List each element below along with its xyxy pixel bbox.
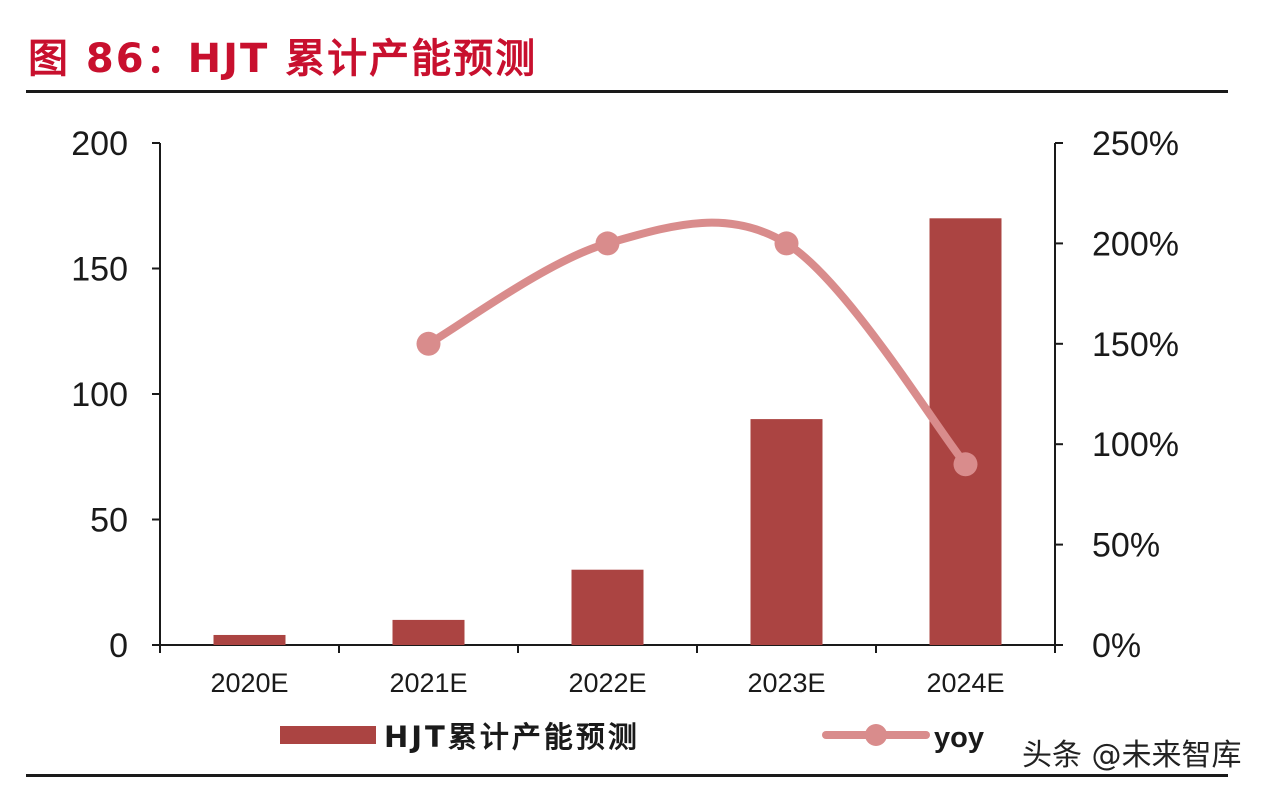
- yoy-marker: [416, 331, 441, 356]
- x-tick-label: 2021E: [389, 668, 467, 698]
- right-y-tick-label: 250%: [1092, 125, 1179, 163]
- legend-bar-swatch: [280, 726, 376, 744]
- yoy-marker: [774, 231, 799, 256]
- left-y-tick-label: 100: [71, 376, 128, 414]
- watermark: 头条 @未来智库: [1022, 738, 1242, 773]
- bars-layer: [213, 218, 1002, 646]
- left-y-tick-label: 150: [71, 251, 128, 289]
- yoy-marker: [953, 452, 978, 477]
- x-tick-label: 2023E: [747, 668, 825, 698]
- bar: [571, 569, 644, 645]
- x-tick-label: 2020E: [210, 668, 288, 698]
- right-y-tick-label: 100%: [1092, 426, 1179, 464]
- yoy-line: [424, 218, 970, 469]
- bar: [392, 619, 465, 645]
- left-y-tick-label: 50: [90, 502, 128, 540]
- figure-title: 图 86：HJT 累计产能预测: [28, 36, 538, 82]
- x-tick-label: 2022E: [568, 668, 646, 698]
- x-tick-label: 2024E: [926, 668, 1004, 698]
- bottom-rule: [26, 774, 1228, 777]
- yoy-marker: [595, 231, 620, 256]
- line-layer: [416, 218, 978, 477]
- tick-labels-layer: 0 50 100 150 200 0% 50% 100% 150% 200% 250% 2020E 20…: [71, 125, 1179, 698]
- right-y-tick-label: 150%: [1092, 326, 1179, 364]
- legend-line-marker: [865, 724, 887, 746]
- right-y-tick-label: 0%: [1092, 627, 1141, 665]
- bar: [213, 634, 286, 645]
- right-y-tick-label: 50%: [1092, 527, 1160, 565]
- bar: [750, 419, 823, 645]
- top-rule: [26, 90, 1228, 93]
- left-y-tick-label: 0: [109, 627, 128, 665]
- legend-line-label: yoy: [934, 722, 984, 754]
- right-y-tick-label: 200%: [1092, 225, 1179, 263]
- left-y-tick-label: 200: [71, 125, 128, 163]
- legend: HJT累计产能预测 yoy: [280, 720, 984, 754]
- legend-bar-label: HJT累计产能预测: [384, 720, 640, 754]
